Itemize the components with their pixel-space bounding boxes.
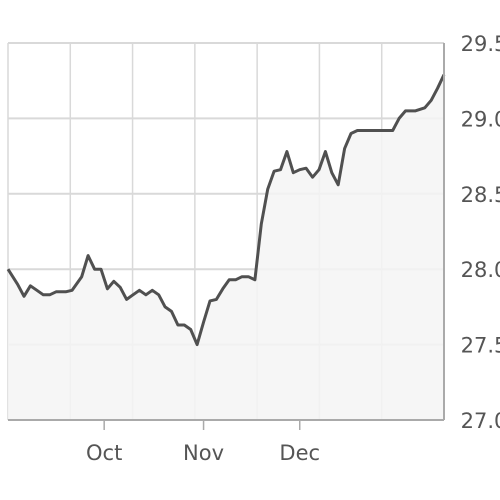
y-tick-label: 29.0	[461, 107, 500, 131]
tick-labels: 27.0 27.5 28.0 28.5 29.0 29.5 Oct Nov Dec	[86, 32, 500, 465]
y-tick-label: 28.0	[461, 258, 500, 282]
y-tick-label: 29.5	[461, 32, 500, 56]
y-tick-label: 27.5	[461, 334, 500, 358]
series-line	[6, 74, 446, 347]
series-area-fill	[8, 74, 444, 420]
x-tick-label: Nov	[183, 441, 224, 465]
y-tick-label: 28.5	[461, 183, 500, 207]
x-tick-label: Dec	[279, 441, 320, 465]
y-tick-label: 27.0	[461, 409, 500, 433]
x-tick-label: Oct	[86, 441, 122, 465]
